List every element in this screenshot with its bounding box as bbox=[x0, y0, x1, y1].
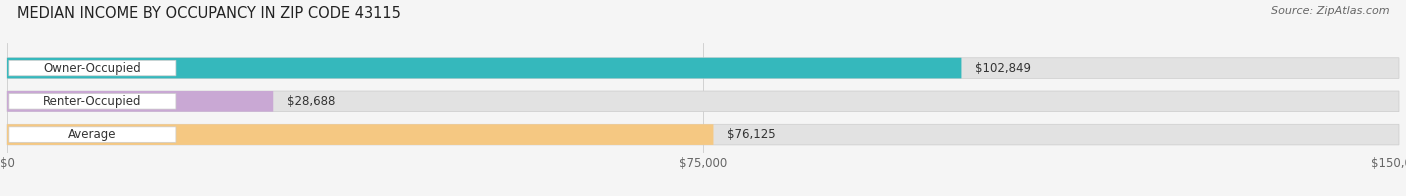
Text: $28,688: $28,688 bbox=[287, 95, 336, 108]
Text: Average: Average bbox=[67, 128, 117, 141]
Text: Source: ZipAtlas.com: Source: ZipAtlas.com bbox=[1271, 6, 1389, 16]
FancyBboxPatch shape bbox=[7, 124, 1399, 145]
Text: $76,125: $76,125 bbox=[727, 128, 776, 141]
FancyBboxPatch shape bbox=[8, 94, 176, 109]
FancyBboxPatch shape bbox=[7, 124, 713, 145]
FancyBboxPatch shape bbox=[7, 91, 1399, 112]
FancyBboxPatch shape bbox=[7, 91, 273, 112]
FancyBboxPatch shape bbox=[7, 58, 1399, 78]
Text: $102,849: $102,849 bbox=[976, 62, 1032, 74]
Text: Renter-Occupied: Renter-Occupied bbox=[44, 95, 142, 108]
FancyBboxPatch shape bbox=[7, 58, 962, 78]
Text: Owner-Occupied: Owner-Occupied bbox=[44, 62, 141, 74]
FancyBboxPatch shape bbox=[8, 127, 176, 142]
FancyBboxPatch shape bbox=[8, 60, 176, 76]
Text: MEDIAN INCOME BY OCCUPANCY IN ZIP CODE 43115: MEDIAN INCOME BY OCCUPANCY IN ZIP CODE 4… bbox=[17, 6, 401, 21]
